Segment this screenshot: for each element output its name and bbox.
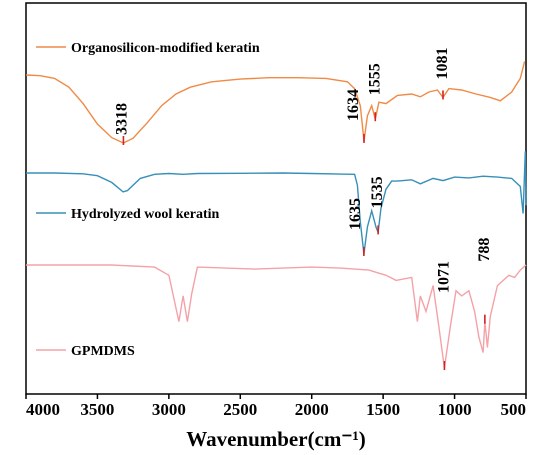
legend-label-1: Hydrolyzed wool keratin	[71, 207, 220, 222]
legend-item-0: Organosilicon-modified keratin	[36, 41, 260, 56]
x-axis-ticks: 4000 3500 3000 2500 2000 1500 1000 500	[25, 394, 527, 419]
x-tick-label-2: 3000	[152, 400, 186, 419]
x-tick-label-7: 500	[501, 400, 527, 419]
peak-label-1555: 1555	[366, 63, 383, 95]
x-tick-label-3: 2500	[223, 400, 257, 419]
spectra-group	[25, 61, 527, 369]
peak-label-3318: 3318	[113, 103, 130, 135]
legend-item-1: Hydrolyzed wool keratin	[36, 207, 220, 222]
peak-label-1071: 1071	[435, 261, 452, 293]
x-tick-label-6: 1000	[438, 400, 472, 419]
peak-label-1535: 1535	[369, 176, 386, 208]
x-tick-label-4: 2000	[295, 400, 329, 419]
spectrum-line-1	[26, 151, 527, 255]
legend-label-2: GPMDMS	[71, 344, 135, 359]
x-tick-label-0: 4000	[26, 400, 60, 419]
legend-group: Organosilicon-modified keratin Hydrolyze…	[36, 41, 260, 359]
legend-item-2: GPMDMS	[36, 344, 135, 359]
peak-label-1635: 1635	[347, 198, 364, 230]
peak-label-1081: 1081	[434, 47, 451, 79]
peak-label-1634: 1634	[345, 89, 362, 121]
x-tick-label-1: 3500	[80, 400, 114, 419]
peak-label-788: 788	[476, 238, 493, 262]
x-tick-label-5: 1500	[366, 400, 400, 419]
spectrum-line-2	[26, 264, 527, 369]
legend-label-0: Organosilicon-modified keratin	[71, 41, 260, 56]
spectrum-line-0	[25, 61, 526, 144]
x-axis-title: Wavenumber(cm⁻¹)	[186, 427, 366, 451]
